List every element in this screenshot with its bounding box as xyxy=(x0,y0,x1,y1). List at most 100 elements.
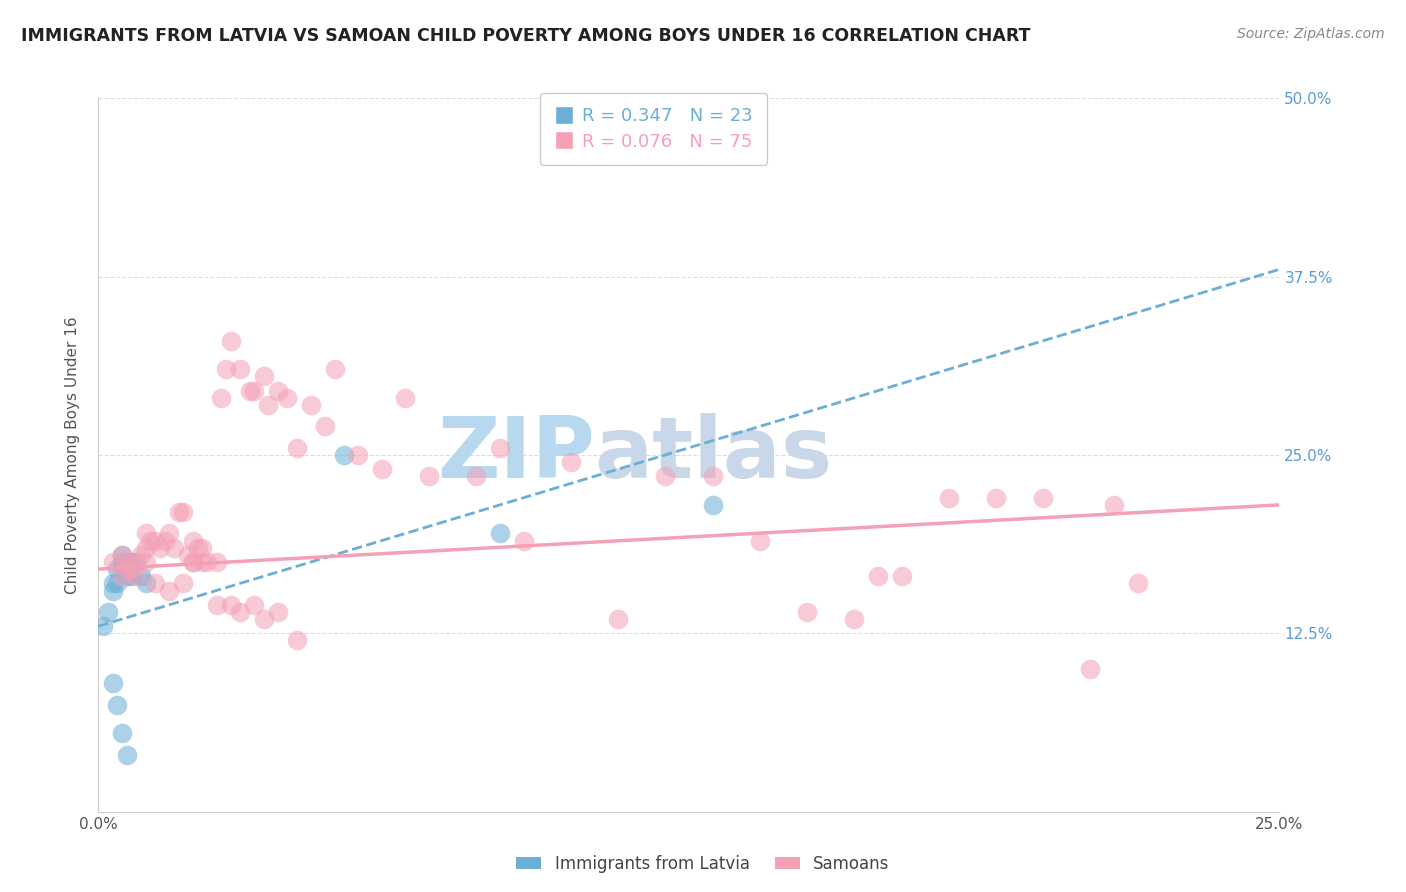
Point xyxy=(191,541,214,555)
Text: Source: ZipAtlas.com: Source: ZipAtlas.com xyxy=(1237,27,1385,41)
Legend: R = 0.347   N = 23, R = 0.076   N = 75: R = 0.347 N = 23, R = 0.076 N = 75 xyxy=(540,93,766,165)
Point xyxy=(702,469,724,483)
Legend: Immigrants from Latvia, Samoans: Immigrants from Latvia, Samoans xyxy=(510,848,896,880)
Point xyxy=(153,533,176,548)
Point xyxy=(257,398,280,412)
Point xyxy=(111,726,134,740)
Point xyxy=(371,462,394,476)
Point xyxy=(654,469,676,483)
Point xyxy=(105,562,128,576)
Point xyxy=(167,505,190,519)
Point xyxy=(512,533,534,548)
Point xyxy=(844,612,866,626)
Point xyxy=(129,569,152,583)
Point xyxy=(143,533,166,548)
Point xyxy=(111,569,134,583)
Point xyxy=(101,555,124,569)
Point xyxy=(215,362,238,376)
Point xyxy=(97,605,120,619)
Point xyxy=(143,576,166,591)
Point xyxy=(394,391,416,405)
Point xyxy=(267,605,290,619)
Point xyxy=(229,362,252,376)
Point xyxy=(1080,662,1102,676)
Point xyxy=(121,569,143,583)
Point xyxy=(333,448,356,462)
Point xyxy=(111,562,134,576)
Point xyxy=(748,533,770,548)
Text: ZIP: ZIP xyxy=(437,413,595,497)
Point xyxy=(205,555,228,569)
Y-axis label: Child Poverty Among Boys Under 16: Child Poverty Among Boys Under 16 xyxy=(65,316,80,594)
Point xyxy=(101,676,124,690)
Point xyxy=(115,562,138,576)
Point xyxy=(125,555,148,569)
Point xyxy=(299,398,322,412)
Point xyxy=(243,384,266,398)
Point xyxy=(135,576,157,591)
Point xyxy=(285,441,308,455)
Point xyxy=(465,469,488,483)
Point xyxy=(219,598,242,612)
Text: atlas: atlas xyxy=(595,413,832,497)
Point xyxy=(111,555,134,569)
Point xyxy=(135,555,157,569)
Point xyxy=(181,555,204,569)
Point xyxy=(323,362,346,376)
Point xyxy=(181,555,204,569)
Point xyxy=(347,448,370,462)
Point xyxy=(209,391,232,405)
Point xyxy=(149,541,172,555)
Point xyxy=(135,526,157,541)
Point xyxy=(172,576,194,591)
Point xyxy=(129,548,152,562)
Point xyxy=(314,419,336,434)
Point xyxy=(796,605,818,619)
Point xyxy=(560,455,582,469)
Point xyxy=(195,555,218,569)
Point xyxy=(253,369,276,384)
Point xyxy=(105,698,128,712)
Point xyxy=(229,605,252,619)
Point xyxy=(121,555,143,569)
Point xyxy=(607,612,630,626)
Point xyxy=(172,505,194,519)
Point xyxy=(115,555,138,569)
Point xyxy=(219,334,242,348)
Point xyxy=(267,384,290,398)
Point xyxy=(1102,498,1125,512)
Point xyxy=(418,469,440,483)
Point xyxy=(181,533,204,548)
Point xyxy=(105,576,128,591)
Point xyxy=(239,384,262,398)
Point xyxy=(115,555,138,569)
Point xyxy=(101,583,124,598)
Point xyxy=(890,569,912,583)
Point xyxy=(489,526,512,541)
Point xyxy=(938,491,960,505)
Point xyxy=(276,391,298,405)
Point xyxy=(115,747,138,762)
Point xyxy=(101,576,124,591)
Point xyxy=(121,562,143,576)
Point xyxy=(1032,491,1054,505)
Point xyxy=(125,555,148,569)
Point xyxy=(285,633,308,648)
Point xyxy=(125,569,148,583)
Point xyxy=(157,526,180,541)
Point xyxy=(187,541,209,555)
Point xyxy=(191,555,214,569)
Point xyxy=(163,541,186,555)
Point xyxy=(243,598,266,612)
Point xyxy=(489,441,512,455)
Point xyxy=(177,548,200,562)
Point xyxy=(984,491,1007,505)
Point xyxy=(111,548,134,562)
Point xyxy=(702,498,724,512)
Point xyxy=(111,548,134,562)
Point xyxy=(91,619,114,633)
Point xyxy=(139,533,162,548)
Point xyxy=(135,541,157,555)
Point xyxy=(115,569,138,583)
Point xyxy=(157,583,180,598)
